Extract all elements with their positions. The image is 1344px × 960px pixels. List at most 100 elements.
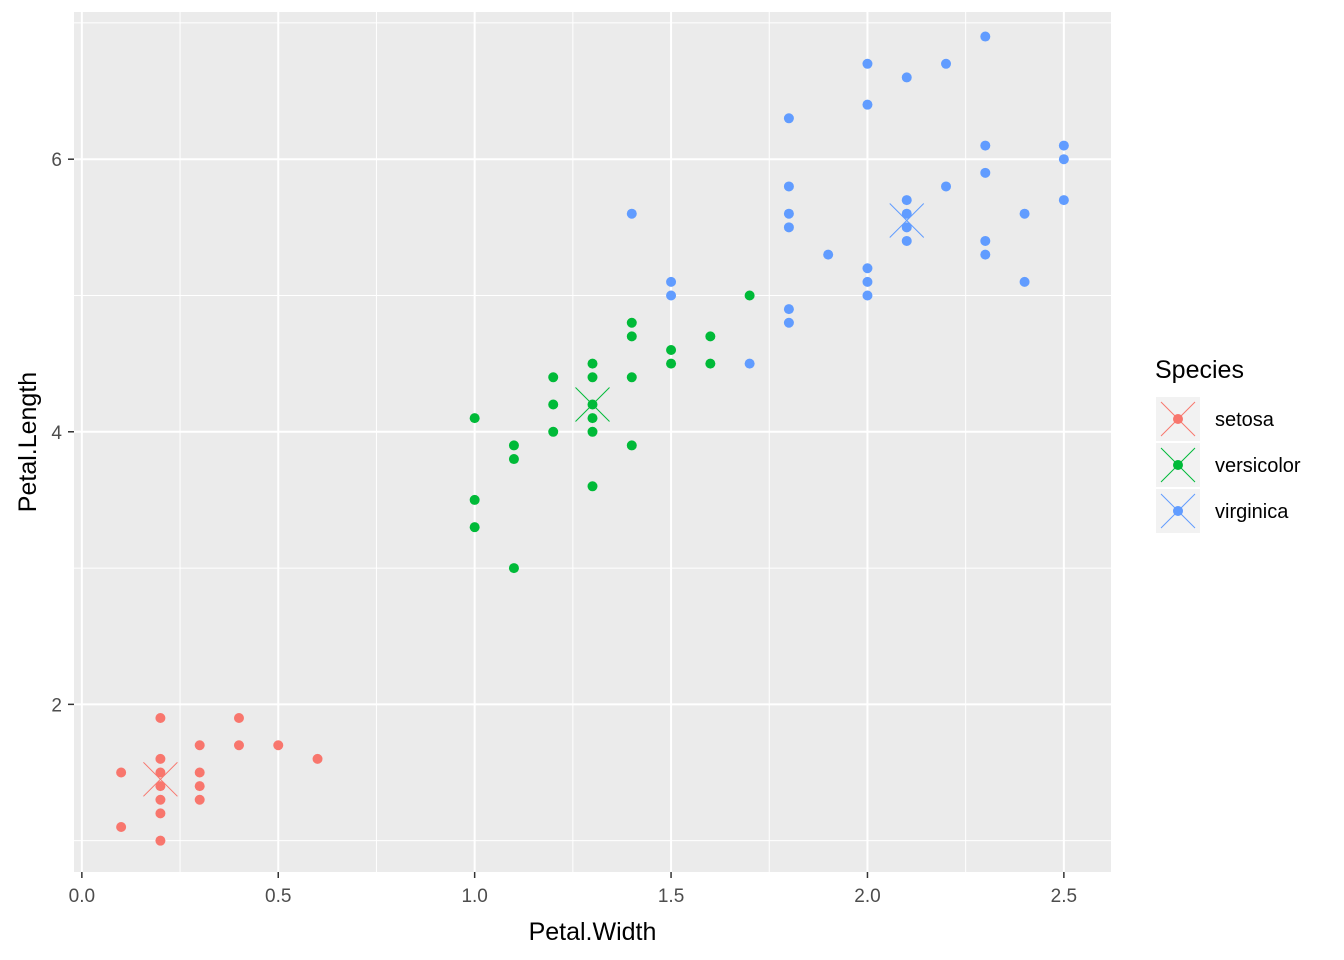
data-point-versicolor (508, 454, 519, 465)
centroid-markers (143, 203, 925, 797)
data-point-setosa (155, 712, 166, 723)
data-point-virginica (783, 222, 794, 233)
data-point-setosa (155, 808, 166, 819)
legend-label-setosa: setosa (1215, 409, 1275, 431)
data-point-setosa (273, 740, 284, 751)
y-tick-label: 6 (51, 150, 62, 171)
legend-entry-setosa: setosa (1156, 397, 1275, 441)
data-point-virginica (744, 358, 755, 369)
data-point-versicolor (469, 494, 480, 505)
data-point-virginica (783, 317, 794, 328)
minor-gridlines (74, 12, 1111, 872)
data-point-setosa (155, 781, 166, 792)
x-tick-label: 1.5 (658, 886, 684, 907)
legend-entry-virginica: virginica (1156, 489, 1289, 533)
data-point-virginica (980, 140, 991, 151)
data-point-versicolor (469, 413, 480, 424)
x-tick-label: 1.0 (461, 886, 487, 907)
legend-key-point (1173, 414, 1183, 424)
data-point-versicolor (666, 345, 677, 356)
data-point-versicolor (666, 358, 677, 369)
data-point-virginica (666, 276, 677, 287)
data-point-virginica (783, 181, 794, 192)
data-point-virginica (666, 290, 677, 301)
legend-entries: setosa versicolor virginica (1156, 397, 1301, 533)
centroid-stroke (143, 761, 178, 797)
data-point-virginica (1058, 140, 1069, 151)
data-point-virginica (1058, 195, 1069, 206)
plot-panel (74, 12, 1111, 872)
data-point-versicolor (587, 413, 598, 424)
data-point-setosa (116, 822, 127, 833)
data-point-virginica (1058, 154, 1069, 165)
data-point-versicolor (626, 331, 637, 342)
data-point-virginica (980, 167, 991, 178)
data-point-virginica (823, 249, 834, 260)
data-point-versicolor (587, 481, 598, 492)
legend-label-versicolor: versicolor (1215, 455, 1301, 477)
x-axis-ticks: 0.0 0.5 1.0 1.5 2.0 2.5 (69, 872, 1077, 907)
data-point-versicolor (587, 372, 598, 383)
data-point-virginica (901, 72, 912, 83)
centroid-stroke (889, 203, 925, 238)
y-tick-label: 2 (51, 695, 62, 716)
data-point-setosa (155, 767, 166, 778)
data-point-virginica (862, 99, 873, 110)
data-point-virginica (783, 113, 794, 124)
data-points (116, 31, 1069, 846)
data-point-setosa (194, 781, 205, 792)
data-point-virginica (901, 208, 912, 219)
x-tick-label: 0.0 (69, 886, 95, 907)
data-point-versicolor (548, 426, 559, 437)
data-point-virginica (783, 304, 794, 315)
x-tick-label: 0.5 (265, 886, 291, 907)
data-point-virginica (901, 235, 912, 246)
y-axis-ticks: 2 4 6 (51, 150, 74, 716)
data-point-virginica (980, 235, 991, 246)
y-axis-title: Petal.Length (14, 372, 42, 512)
data-point-virginica (862, 263, 873, 274)
data-point-virginica (783, 208, 794, 219)
data-point-versicolor (548, 372, 559, 383)
data-point-virginica (626, 208, 637, 219)
data-point-virginica (862, 58, 873, 69)
centroid-marker-setosa (143, 761, 178, 797)
data-point-virginica (862, 276, 873, 287)
data-point-setosa (155, 835, 166, 846)
data-point-versicolor (705, 331, 716, 342)
data-point-virginica (862, 290, 873, 301)
data-point-versicolor (744, 290, 755, 301)
data-point-virginica (941, 58, 952, 69)
data-point-versicolor (587, 426, 598, 437)
data-point-virginica (901, 222, 912, 233)
centroid-stroke (575, 387, 610, 422)
centroid-marker-virginica (889, 203, 925, 238)
legend: Species setosa versicolor virginica (1155, 356, 1301, 533)
data-point-virginica (941, 181, 952, 192)
x-tick-label: 2.0 (854, 886, 880, 907)
data-point-versicolor (587, 358, 598, 369)
legend-key-point (1173, 506, 1183, 516)
data-point-setosa (116, 767, 127, 778)
legend-label-virginica: virginica (1215, 501, 1289, 523)
data-point-versicolor (469, 522, 480, 533)
data-point-virginica (1019, 208, 1030, 219)
data-point-virginica (980, 31, 991, 42)
data-point-setosa (155, 794, 166, 805)
centroid-marker-versicolor (575, 387, 610, 422)
data-point-setosa (194, 794, 205, 805)
data-point-setosa (312, 753, 323, 764)
data-point-versicolor (626, 317, 637, 328)
data-point-setosa (233, 740, 244, 751)
legend-title: Species (1155, 356, 1244, 384)
data-point-setosa (155, 753, 166, 764)
data-point-versicolor (626, 440, 637, 451)
data-point-versicolor (626, 372, 637, 383)
data-point-virginica (980, 249, 991, 260)
legend-key-point (1173, 460, 1183, 470)
legend-entry-versicolor: versicolor (1156, 443, 1301, 487)
data-point-setosa (194, 767, 205, 778)
data-point-versicolor (705, 358, 716, 369)
y-tick-label: 4 (51, 423, 62, 444)
